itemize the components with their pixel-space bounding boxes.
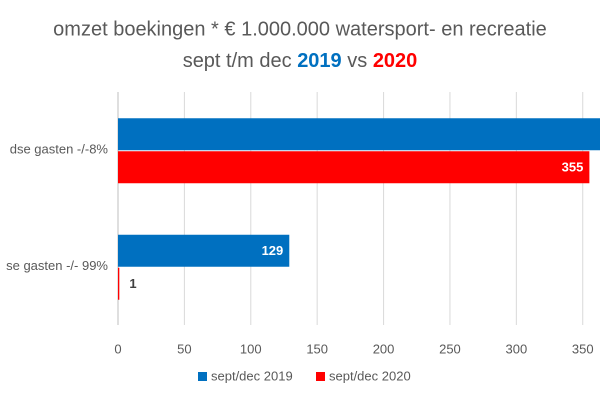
legend-swatch <box>316 372 325 381</box>
x-tick-label: 300 <box>505 341 527 356</box>
y-tick-label: dse gasten -/-8% <box>10 142 109 157</box>
x-tick-label: 200 <box>373 341 395 356</box>
x-tick-label: 0 <box>114 341 121 356</box>
subtitle-year: 2020 <box>373 50 418 72</box>
subtitle-year: 2019 <box>297 50 342 72</box>
bar <box>118 151 590 184</box>
x-tick-label: 250 <box>439 341 461 356</box>
y-tick-label: se gasten -/- 99% <box>6 258 108 273</box>
value-label: 355 <box>562 160 584 175</box>
x-tick-label: 150 <box>306 341 328 356</box>
chart-subtitle: sept t/m dec 2019 vs 2020 <box>183 50 418 72</box>
legend-swatch <box>198 372 207 381</box>
legend-label: sept/dec 2020 <box>329 368 411 383</box>
x-tick-label: 100 <box>240 341 262 356</box>
x-tick-label: 50 <box>177 341 191 356</box>
bar <box>118 118 600 151</box>
chart-title: omzet boekingen * € 1.000.000 watersport… <box>53 18 547 40</box>
bar <box>118 234 290 267</box>
value-label: 1 <box>129 276 136 291</box>
subtitle-part: vs <box>347 50 367 72</box>
subtitle-part: sept t/m dec <box>183 50 292 72</box>
x-tick-label: 350 <box>572 341 594 356</box>
bar <box>118 267 120 300</box>
legend-label: sept/dec 2019 <box>211 368 293 383</box>
value-label: 129 <box>262 243 284 258</box>
